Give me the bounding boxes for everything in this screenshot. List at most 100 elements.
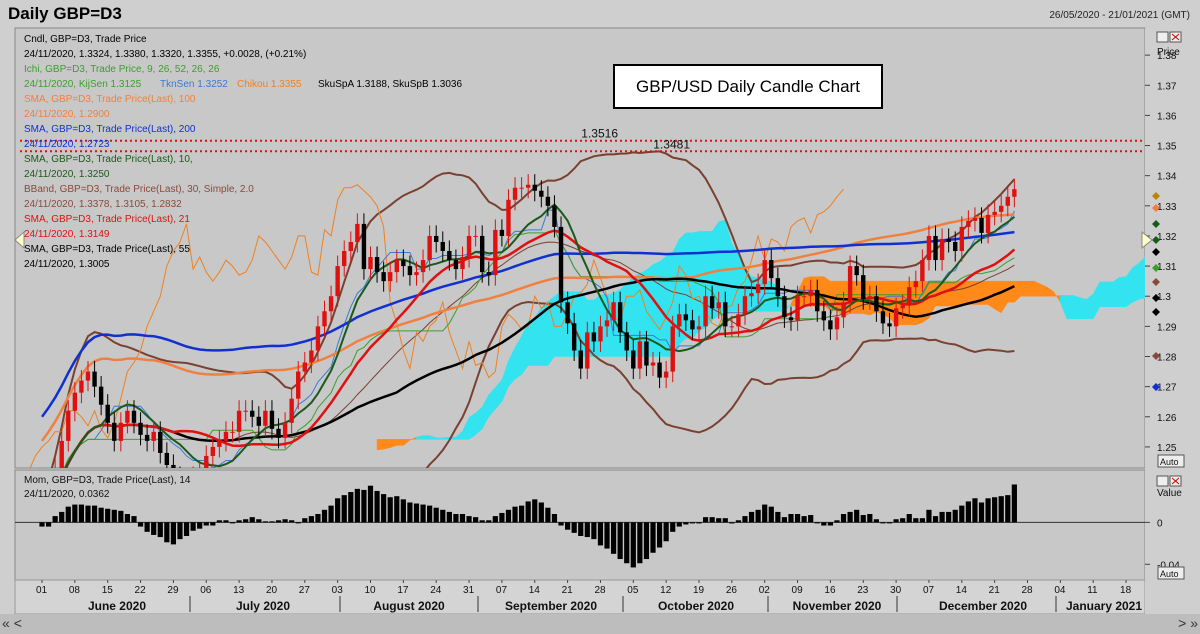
candle-body [920,260,925,282]
auto-button-label: Auto [1160,569,1179,579]
candle-body [493,229,498,276]
scroll-end-icon[interactable]: » [1190,615,1198,631]
candle-body [243,410,248,412]
momentum-bar [381,494,387,523]
ichimoku-cloud-segment [731,242,739,312]
momentum-bar [59,511,65,523]
momentum-bar [545,507,551,523]
candle-body [742,296,748,315]
candle-body [854,266,859,276]
momentum-bar [729,522,735,524]
date-tick-label: 29 [167,585,179,596]
momentum-bar [794,514,801,523]
month-label: September 2020 [505,599,597,613]
momentum-bar [229,522,236,524]
date-tick-label: 21 [989,585,1001,596]
candle-body [617,302,623,333]
scroll-right-icon[interactable]: > [1178,615,1187,631]
candle-body [926,235,932,261]
date-tick-label: 28 [594,585,606,596]
momentum-bar [144,522,150,532]
candle-body [532,184,537,191]
scroll-right-buttons[interactable]: > » [1162,615,1198,633]
legend-entry: Chikou 1.3355 [237,79,302,90]
ichimoku-cloud-segment [1106,281,1114,308]
ichimoku-cloud-segment [1132,262,1140,303]
momentum-bar [663,522,669,542]
candles [54,174,1017,468]
candle-body [59,440,64,468]
ichimoku-cloud-segment [1079,297,1087,320]
momentum-bar [256,519,262,523]
candle-body [992,211,997,215]
momentum-bar [45,522,52,527]
momentum-bar [302,518,308,523]
momentum-bar [913,518,919,523]
indicator-marker [1152,248,1160,256]
value-axis-label: Value [1157,488,1182,499]
momentum-bar [624,522,630,564]
candle-body [959,226,964,252]
momentum-bar [709,517,715,523]
price-tick-label: 1.32 [1157,232,1177,243]
momentum-bar [85,505,91,523]
month-label: October 2020 [658,599,734,613]
momentum-bar [571,522,577,533]
indicator-marker [1152,383,1160,391]
momentum-bar [321,509,328,523]
price-tick-label: 1.25 [1157,443,1177,454]
momentum-bar [676,522,682,527]
horizontal-scrollbar[interactable]: « < > » [0,614,1200,634]
momentum-bar [808,515,814,523]
momentum-bar [742,516,748,523]
date-tick-label: 15 [102,585,114,596]
candle-body [164,452,170,465]
y-axis-strip [1145,28,1200,614]
momentum-bar [39,522,45,527]
price-tick-label: 1.29 [1157,322,1177,333]
x-axis: 01 08 15 22 29 06 13 20 27 03 10 17 24 31 07 14 21 28 05 12… [36,580,1142,613]
candle-body [335,266,340,297]
x-axis-strip [14,579,1146,615]
momentum-bar [597,522,604,546]
scroll-left-icon[interactable]: < [13,615,22,631]
momentum-bar [998,496,1004,523]
price-plot [29,150,1145,468]
momentum-bar [374,490,380,523]
date-tick-label: 31 [463,585,475,596]
legend-entry: 24/11/2020, 1.2723 [24,139,110,150]
ichimoku-cloud-segment [422,435,430,440]
momentum-tick-label: -0.04 [1157,560,1180,571]
momentum-bar [413,503,420,523]
momentum-bar [840,514,847,523]
scroll-left-buttons[interactable]: « < [2,615,38,633]
momentum-bar [978,502,985,523]
momentum-bar [919,518,925,523]
ichimoku-cloud-segment [994,280,1002,314]
candle-body [966,220,971,227]
momentum-bar [834,520,840,523]
legend-entry: TknSen 1.3252 [160,79,228,90]
candle-body [112,422,117,441]
scroll-start-icon[interactable]: « [2,615,10,631]
candle-body [604,320,610,327]
candle-body [591,332,597,342]
momentum-bar [361,489,367,523]
price-tick-label: 1.38 [1157,51,1177,62]
resistance-lines: 1.3516 1.3481 [20,127,1145,153]
date-tick-label: 23 [857,585,869,596]
candle-body [296,371,301,399]
candle-body [887,323,892,327]
candle-body [420,260,426,273]
legend-entry: SMA, GBP=D3, Trade Price(Last), 100 [24,94,196,105]
momentum-bar [282,519,288,523]
ichimoku-cloud-segment [961,280,969,305]
price-tick-label: 1.3 [1157,292,1171,303]
candle-body [98,386,104,405]
ichimoku-cloud-segment [1138,256,1145,300]
momentum-bar [670,522,676,532]
price-tick-label: 1.27 [1157,383,1177,394]
candle-body [545,196,551,206]
